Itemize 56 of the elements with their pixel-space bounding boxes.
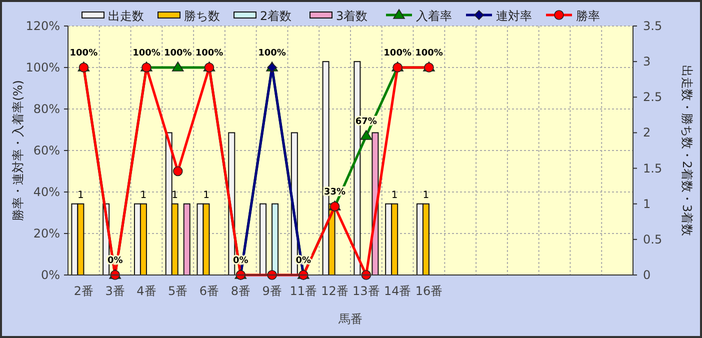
data-label: 1 xyxy=(78,190,84,201)
data-label: 100% xyxy=(164,48,192,58)
x-tick-label: 5番 xyxy=(168,284,188,298)
bar xyxy=(183,203,190,276)
x-tick-label: 16番 xyxy=(415,284,443,298)
x-tick-label: 4番 xyxy=(136,284,156,298)
point xyxy=(172,166,183,176)
data-label: 100% xyxy=(132,48,160,58)
y-tick-label: 0% xyxy=(40,268,60,282)
x-tick-label: 11番 xyxy=(290,284,318,298)
point xyxy=(360,130,372,140)
x-tick-label: 2番 xyxy=(74,284,94,298)
legend-label: 連対率 xyxy=(496,9,532,23)
y-tick-label: 100% xyxy=(26,60,60,74)
x-tick-label: 13番 xyxy=(352,284,380,298)
bar xyxy=(272,203,279,276)
legend-label: 出走数 xyxy=(108,9,144,23)
x-tick-label: 12番 xyxy=(321,284,348,298)
y2-tick-label: 0 xyxy=(643,268,651,282)
y-tick-label: 40% xyxy=(33,185,60,199)
legend-label: 勝率 xyxy=(576,9,600,23)
y-tick-label: 120% xyxy=(26,19,60,33)
x-tick-label: 8番 xyxy=(230,284,250,298)
data-label: 100% xyxy=(384,48,412,58)
data-label: 1 xyxy=(422,190,430,201)
bar xyxy=(260,203,267,276)
y-tick-label: 20% xyxy=(33,226,60,240)
y-tick-label: 80% xyxy=(33,102,60,116)
y2-tick-label: 2 xyxy=(643,126,651,140)
x-tick-label: 6番 xyxy=(199,284,220,298)
data-label: 100% xyxy=(258,48,286,58)
x-axis-title: 馬番 xyxy=(338,312,362,326)
legend-label: 入着率 xyxy=(416,9,452,23)
y2-tick-label: 3.5 xyxy=(643,19,662,33)
x-tick-label: 9番 xyxy=(262,284,282,298)
data-label: 1 xyxy=(172,190,178,201)
legend-label: 3着数 xyxy=(336,9,368,23)
legend-label: 2着数 xyxy=(260,9,292,23)
y-tick-label: 60% xyxy=(33,144,60,158)
x-tick-label: 14番 xyxy=(384,284,412,298)
y2-tick-label: 0.5 xyxy=(643,232,662,246)
y-axis-title: 勝率・連対率・入着率(%) xyxy=(11,80,25,221)
y2-axis-title: 出走数・勝ち数・2着数・3着数 xyxy=(680,64,694,236)
data-label: 1 xyxy=(203,190,210,201)
data-label: 1 xyxy=(391,190,398,201)
legend-label: 勝ち数 xyxy=(184,9,220,23)
y2-tick-label: 3 xyxy=(643,54,651,69)
y2-tick-label: 2.5 xyxy=(643,90,662,104)
data-label: 1 xyxy=(140,190,147,201)
data-label: 100% xyxy=(195,48,224,58)
data-label: 100% xyxy=(415,48,443,58)
y2-tick-label: 1.5 xyxy=(643,161,662,176)
y2-tick-label: 1 xyxy=(643,196,651,211)
point xyxy=(172,62,184,72)
x-tick-label: 3番 xyxy=(105,284,125,298)
data-label: 100% xyxy=(70,48,98,58)
